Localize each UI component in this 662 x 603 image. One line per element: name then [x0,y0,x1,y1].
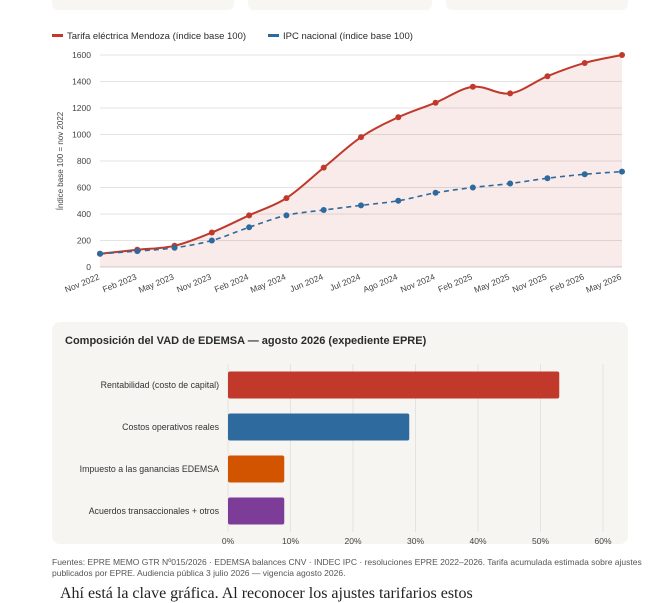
x-tick-label: Ago 2024 [362,271,400,294]
x-tick-label: May 2025 [473,271,512,294]
legend-label: IPC nacional (índice base 100) [283,31,413,42]
x-tick-label: Nov 2024 [399,271,437,294]
x-tick-label: 50% [532,536,549,544]
y-tick-label: 0 [86,262,91,272]
category-label: Costos operativos reales [122,422,219,432]
data-point [432,99,439,106]
vad-chart-title: Composición del VAD de EDEMSA — agosto 2… [65,335,427,347]
data-point [171,244,178,251]
y-tick-label: 200 [77,236,91,246]
legend-swatch [268,34,279,37]
data-point [469,184,476,191]
x-tick-label: Nov 2022 [63,271,101,294]
data-point [395,114,402,121]
data-point [283,195,290,202]
series-area [100,55,622,267]
bar [228,455,285,483]
sources-note: Fuentes: EPRE MEMO GTR Nº015/2026 · EDEM… [52,557,642,578]
x-tick-label: Feb 2025 [437,271,474,294]
data-point [581,171,588,178]
x-tick-label: Jul 2024 [328,271,362,292]
x-tick-label: Nov 2025 [511,271,549,294]
x-tick-label: 0% [222,536,235,544]
x-tick-label: Feb 2023 [101,271,138,294]
data-point [432,189,439,196]
legend-swatch [52,34,63,37]
x-tick-label: Jun 2024 [288,271,324,293]
y-axis-label: Índice base 100 = nov 2022 [56,111,65,210]
x-tick-label: 30% [407,536,424,544]
vad-composition-card: Composición del VAD de EDEMSA — agosto 2… [52,322,628,544]
data-point [246,224,253,231]
y-tick-label: 600 [77,183,91,193]
data-point [507,180,514,187]
data-point [358,202,364,209]
x-tick-label: May 2026 [584,271,623,294]
data-point [208,237,215,244]
x-tick-label: 10% [282,536,299,544]
category-label: Acuerdos transaccionales + otros [89,506,220,516]
previous-card [248,0,432,10]
x-tick-label: Feb 2026 [548,271,585,294]
x-tick-label: 20% [344,536,361,544]
y-tick-label: 1200 [72,103,91,113]
data-point [283,212,290,219]
x-tick-label: May 2024 [249,271,288,294]
data-point [507,90,514,97]
data-point [320,207,327,214]
category-label: Rentabilidad (costo de capital) [101,380,219,390]
previous-card [446,0,628,10]
category-label: Impuesto a las ganancias EDEMSA [80,464,219,474]
previous-card [52,0,234,10]
data-point [320,164,327,171]
y-tick-label: 400 [77,209,91,219]
x-tick-label: Feb 2024 [213,271,250,294]
data-point [395,197,402,204]
x-tick-label: May 2023 [137,271,176,294]
data-point [208,229,215,236]
data-point [581,59,588,66]
data-point [619,168,625,175]
data-point [134,248,141,255]
data-point [619,52,625,58]
data-point [544,175,551,182]
bar [228,371,560,399]
legend-label: Tarifa eléctrica Mendoza (índice base 10… [67,31,246,42]
x-tick-label: 40% [469,536,486,544]
tariff-vs-ipc-line-chart: Tarifa eléctrica Mendoza (índice base 10… [52,31,625,295]
bar [228,497,285,525]
x-tick-label: Nov 2023 [175,271,213,294]
series-line [99,170,623,255]
y-tick-label: 1000 [72,130,91,140]
article-body-text: Ahí está la clave gráfica. Al reconocer … [60,585,473,602]
data-point [544,73,551,80]
y-tick-label: 1600 [72,50,91,60]
data-point [97,250,103,257]
data-point [358,134,364,141]
data-point [469,83,476,90]
y-tick-label: 800 [77,156,91,166]
x-tick-label: 60% [594,536,611,544]
bar [228,413,410,441]
data-point [246,212,253,219]
y-tick-label: 1400 [72,77,91,87]
vad-composition-bar-chart: 0% 10% 20% 30% 40% 50% 60% Rentabilidad (costo … [80,364,612,544]
